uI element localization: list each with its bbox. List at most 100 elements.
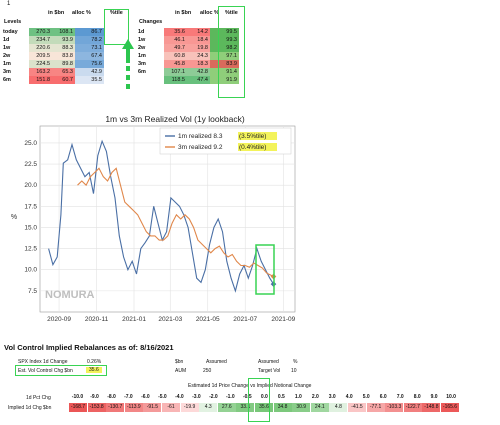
value-bn: 234.7: [29, 36, 52, 44]
value-tile: 97.1: [210, 52, 239, 60]
y-tick-label: 7.5: [28, 288, 37, 295]
changes-header-bn: in $bn: [175, 10, 192, 16]
table-row: 1d 35.6 14.2 99.5: [137, 28, 239, 36]
table-row: 1m 224.5 89.8 75.6: [2, 60, 104, 68]
levels-section-label: Levels: [4, 19, 22, 25]
realized-vol-chart: 1m vs 3m Realized Vol (1y lookback) 7.5 1…: [11, 114, 296, 323]
value-alloc: 88.3: [52, 44, 75, 52]
pct-cell: 0.5: [277, 394, 285, 400]
value-bn: 163.2: [29, 68, 52, 76]
table-row: 6m 107.1 42.8 91.4: [137, 68, 239, 76]
y-tick-label: 20.0: [24, 182, 37, 189]
value-alloc: 14.2: [187, 28, 210, 36]
nomura-watermark: NOMURA: [45, 289, 95, 301]
y-axis-label: %: [11, 214, 17, 221]
value-tile: 42.9: [75, 68, 104, 76]
value-tile: 78.2: [75, 36, 104, 44]
value-bn: 224.5: [29, 60, 52, 68]
row-label: today: [3, 29, 18, 35]
implied-change-cell: -61: [162, 403, 180, 412]
implied-change-cell: -168.7: [69, 403, 87, 412]
implied-change-cell: 33.1: [236, 403, 255, 412]
implied-change-cell: 30.9: [292, 403, 311, 412]
page-marker: 1: [7, 1, 11, 7]
value-alloc: 47.4: [187, 76, 210, 84]
y-tick-label: 15.0: [24, 224, 37, 231]
value-tile: 99.5: [210, 28, 239, 36]
implied-change-cell: 24.1: [310, 403, 329, 412]
green-marker-dash-1: [126, 66, 130, 71]
spx-change-value: 0.26%: [87, 359, 102, 365]
value-tile: 75.6: [75, 60, 104, 68]
legend-tag-1m: (3.5%tile): [239, 133, 266, 140]
rebalance-title: Vol Control Implied Rebalances as of: 8/…: [4, 343, 174, 352]
value-alloc: 60.7: [52, 76, 75, 84]
pct-header: %: [293, 359, 298, 365]
latest-values-highlight-box: [255, 244, 275, 295]
implied-change-cell: -41.5: [348, 403, 366, 412]
implied-change-cell: -113.9: [124, 403, 143, 412]
table-row: 118.5 47.4 91.9: [137, 76, 239, 84]
pct-cell: 5.0: [362, 394, 370, 400]
implied-change-cell: -103.3: [385, 403, 404, 412]
legend-tag-3m-bg: [238, 143, 277, 151]
current-move-highlight-box: [248, 378, 270, 422]
y-tick-label: 17.5: [24, 203, 37, 210]
changes-section-label: Changes: [139, 19, 163, 25]
row-label: 6m: [138, 69, 146, 75]
col-bn-header: $bn: [175, 359, 184, 365]
implied-change-cell: 4.3: [199, 403, 218, 412]
est-vol-chg-label: Est. Vol Control Chg $bn: [18, 368, 73, 374]
assumed-header-2: Assumed: [258, 359, 279, 365]
row-label: 1m: [138, 53, 146, 59]
row-label: 3m: [3, 69, 11, 75]
row-label: 1w: [138, 37, 146, 43]
target-vol-label: Target Vol: [258, 368, 281, 374]
levels-header-bn: in $bn: [48, 10, 65, 16]
pct-cell: 8.0: [413, 394, 421, 400]
implied-change-cell: -19.9: [180, 403, 199, 412]
value-tile: 67.4: [75, 52, 104, 60]
legend-label-3m: 3m realized 9.2: [178, 144, 223, 151]
table-row: 1w 220.6 88.3 73.1: [2, 44, 104, 52]
value-bn: 49.7: [164, 44, 187, 52]
legend-label-1m: 1m realized 8.3: [178, 133, 223, 140]
value-tile: 86.7: [75, 28, 104, 36]
implied-change-cell: 34.8: [273, 403, 292, 412]
implied-change-cell: -91.5: [143, 403, 162, 412]
pct-cell: -9.0: [90, 394, 99, 400]
value-bn: 46.1: [164, 36, 187, 44]
pct-row-label: 1d Pct Chg: [26, 395, 51, 401]
x-tick-label: 2020-09: [47, 316, 71, 323]
legend-tag-3m: (0.4%tile): [239, 144, 266, 151]
value-alloc: 42.8: [187, 68, 210, 76]
implied-change-cell: -130.7: [106, 403, 125, 412]
sensitivity-chart-label: Estimated 1d Price Change vs Implied Not…: [188, 383, 312, 389]
value-bn: 220.6: [29, 44, 52, 52]
pct-cell: -2.0: [209, 394, 218, 400]
pct-cell: 0.0: [260, 394, 268, 400]
chg-row-label: Implied 1d Chg $bn: [8, 405, 52, 411]
value-bn: 151.8: [29, 76, 52, 84]
y-tick-label: 10.0: [24, 267, 37, 274]
row-label: 6m: [3, 77, 11, 83]
pct-cell: -10.0: [71, 394, 84, 400]
x-tick-label: 2021-05: [196, 316, 220, 323]
pct-cell: -7.0: [124, 394, 133, 400]
value-alloc: 18.4: [187, 36, 210, 44]
changes-tile-highlight-box: [218, 6, 245, 98]
pct-cell: -5.0: [158, 394, 167, 400]
value-bn: 209.5: [29, 52, 52, 60]
pct-cell: -3.0: [192, 394, 201, 400]
row-label: 1m: [3, 61, 11, 67]
table-row: today 270.3 108.1 86.7: [2, 28, 104, 36]
value-alloc: 24.3: [187, 52, 210, 60]
plot-area: [39, 125, 296, 313]
row-label: 3m: [138, 61, 146, 67]
y-tick-label: 22.5: [24, 161, 37, 168]
value-alloc: 19.8: [187, 44, 210, 52]
value-bn: 45.8: [164, 60, 187, 68]
table-row: 1w 46.1 18.4 99.3: [137, 36, 239, 44]
table-row: 2w 49.7 19.8 98.2: [137, 44, 239, 52]
implied-change-cell: -122.7: [403, 403, 422, 412]
